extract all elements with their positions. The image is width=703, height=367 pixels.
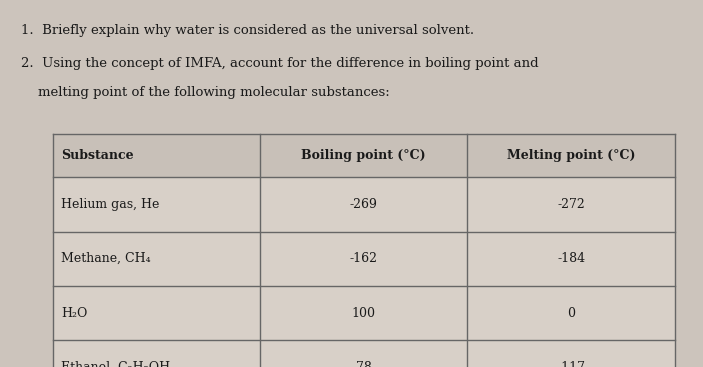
Text: 100: 100 [352, 306, 376, 320]
Text: -162: -162 [350, 252, 378, 265]
Text: -269: -269 [350, 198, 378, 211]
Text: -272: -272 [557, 198, 585, 211]
Text: 1.  Briefly explain why water is considered as the universal solvent.: 1. Briefly explain why water is consider… [21, 24, 475, 37]
Text: -184: -184 [557, 252, 586, 265]
Text: Boiling point (°C): Boiling point (°C) [302, 149, 426, 162]
Text: -117: -117 [557, 361, 585, 367]
Text: Melting point (°C): Melting point (°C) [507, 149, 636, 162]
Bar [53, 134, 675, 367]
Text: H₂O: H₂O [61, 306, 88, 320]
Text: melting point of the following molecular substances:: melting point of the following molecular… [21, 86, 390, 99]
Text: Substance: Substance [61, 149, 134, 162]
Text: Helium gas, He: Helium gas, He [61, 198, 160, 211]
Text: 0: 0 [567, 306, 575, 320]
Text: Ethanol, C₂H₅OH: Ethanol, C₂H₅OH [61, 361, 170, 367]
Text: 2.  Using the concept of IMFA, account for the difference in boiling point and: 2. Using the concept of IMFA, account fo… [21, 57, 538, 70]
Text: 78: 78 [356, 361, 372, 367]
Text: Methane, CH₄: Methane, CH₄ [61, 252, 150, 265]
Bar [53, 134, 675, 177]
